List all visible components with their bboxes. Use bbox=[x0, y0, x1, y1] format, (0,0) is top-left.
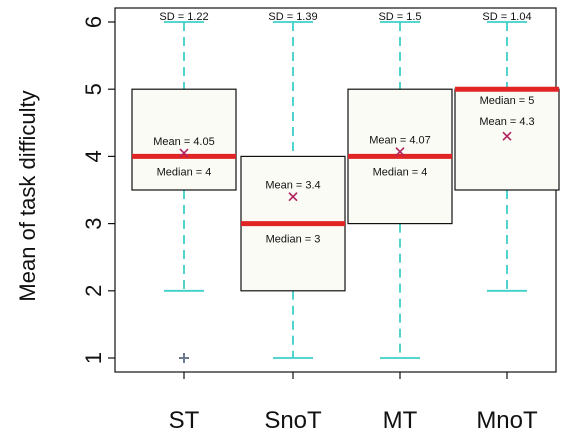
median-label: Median = 4 bbox=[157, 166, 212, 178]
x-tick-label: ST bbox=[169, 407, 200, 434]
box bbox=[131, 88, 237, 191]
mean-label: Mean = 3.4 bbox=[265, 180, 320, 192]
median-label: Median = 5 bbox=[480, 95, 535, 107]
x-tick-label: MT bbox=[383, 407, 418, 434]
sd-label: SD = 1.22 bbox=[159, 11, 208, 23]
mean-marker bbox=[179, 148, 189, 158]
y-tick-label: 2 bbox=[81, 285, 106, 297]
y-tick-label: 6 bbox=[81, 16, 106, 28]
sd-label: SD = 1.04 bbox=[482, 11, 531, 23]
median-label: Median = 4 bbox=[373, 166, 428, 178]
x-tick-label: SnoT bbox=[264, 407, 322, 434]
mean-marker bbox=[502, 131, 512, 141]
mean-marker bbox=[288, 192, 298, 202]
y-tick-label: 1 bbox=[81, 352, 106, 364]
mean-marker bbox=[395, 147, 405, 157]
mean-label: Mean = 4.05 bbox=[153, 136, 214, 148]
x-tick-label: MnoT bbox=[476, 407, 538, 434]
y-axis-label: Mean of task difficulty bbox=[15, 90, 40, 301]
sd-label: SD = 1.5 bbox=[378, 11, 421, 23]
y-tick-label: 5 bbox=[81, 83, 106, 95]
y-tick-label: 3 bbox=[81, 217, 106, 229]
plot-area: 1 2 3 4 5 6 ST SnoT MT MnoT SD = 1.22 Mean = 4.05 Me… bbox=[81, 7, 560, 434]
mean-label: Mean = 4.07 bbox=[369, 135, 430, 147]
median-label: Median = 3 bbox=[266, 234, 321, 246]
mean-label: Mean = 4.3 bbox=[479, 116, 534, 128]
sd-label: SD = 1.39 bbox=[268, 11, 317, 23]
y-tick-label: 4 bbox=[81, 150, 106, 162]
box bbox=[454, 88, 560, 191]
